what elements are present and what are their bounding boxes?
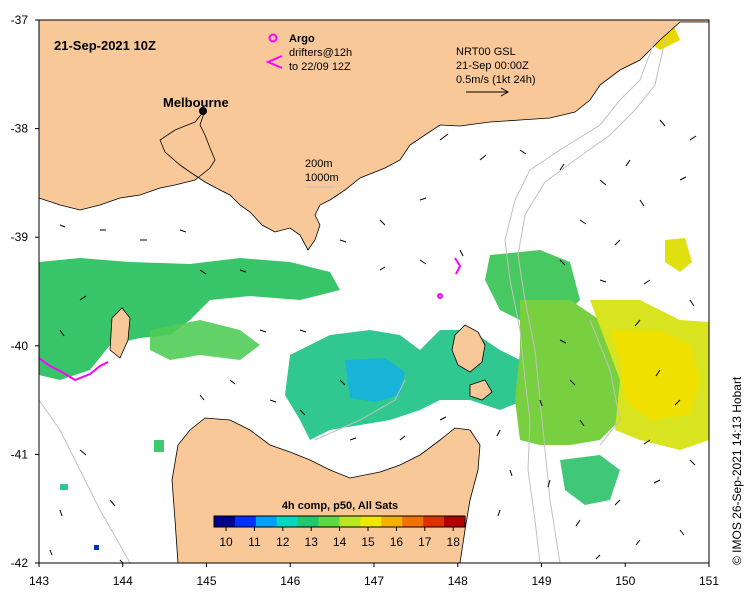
melbourne-marker — [199, 107, 207, 115]
sst-patch-south — [560, 455, 620, 505]
colorbar-swatch — [402, 516, 424, 527]
y-tick-label: -42 — [11, 556, 29, 570]
colorbar-tick-label: 10 — [219, 535, 233, 549]
colorbar-swatch — [423, 516, 445, 527]
colorbar: 4h comp, p50, All Sats 10 11 12 13 14 15 16 17 1… — [213, 500, 466, 549]
drifter-track-central — [454, 257, 462, 275]
colorbar-swatch — [214, 516, 236, 527]
sst-patch-west — [39, 258, 340, 380]
colorbar-tick-label: 12 — [276, 535, 290, 549]
colorbar-tick-label: 13 — [305, 535, 319, 549]
sst-patch-small-1 — [60, 484, 68, 490]
argo-legend-icon — [268, 33, 278, 43]
city-label: Melbourne — [163, 95, 229, 110]
x-tick-label: 144 — [113, 574, 133, 588]
scale-arrow — [466, 87, 510, 97]
drifter-track-west — [39, 357, 109, 382]
colorbar-swatch — [381, 516, 403, 527]
cape-barren-island — [469, 379, 493, 401]
x-tick-label: 148 — [448, 574, 468, 588]
isobath-west — [39, 399, 131, 563]
colorbar-swatch — [234, 516, 257, 527]
colorbar-tick-label: 18 — [447, 535, 461, 549]
x-tick-label: 143 — [29, 574, 49, 588]
isobath-1000m — [517, 39, 666, 563]
argo-float — [437, 293, 443, 299]
colorbar-tick-label: 16 — [390, 535, 404, 549]
colorbar-swatch — [318, 516, 340, 527]
depth-1000-label: 1000m — [305, 172, 339, 184]
colorbar-tick-label: 11 — [248, 535, 261, 549]
isobath-layer — [39, 39, 666, 563]
colorbar-swatch — [255, 516, 278, 527]
sst-patch-blue — [345, 358, 405, 402]
credit-label: © IMOS 26-Sep-2021 14:13 Hobart — [730, 376, 744, 565]
sst-patch-small-3 — [94, 545, 99, 550]
sst-patch-small-2 — [154, 440, 164, 452]
colorbar-tick-label: 17 — [418, 535, 432, 549]
sst-patch-west-scatter — [150, 320, 260, 360]
y-tick-label: -40 — [11, 339, 29, 353]
depth-200-label: 200m — [305, 158, 333, 170]
colorbar-ticks: 10 11 12 13 14 15 16 17 18 — [219, 527, 460, 549]
x-tick-label: 145 — [196, 574, 216, 588]
colorbar-swatch — [339, 516, 361, 527]
nrt-label-line2: 21-Sep 00:00Z — [456, 60, 529, 72]
nrt-label-line1: NRT00 GSL — [456, 46, 516, 58]
y-tick-label: -39 — [11, 230, 29, 244]
mainland-victoria — [39, 20, 709, 251]
x-tick-label: 151 — [699, 574, 719, 588]
y-tick-label: -37 — [11, 13, 29, 27]
y-axis-ticks: -37 -38 -39 -40 -41 -42 — [11, 13, 39, 570]
drifter-legend-icon — [265, 55, 283, 69]
sst-patch-ne-yellow — [665, 238, 692, 272]
flinders-island — [451, 324, 486, 373]
colorbar-swatch — [297, 516, 320, 527]
drifter-legend-line1: drifters@12h — [289, 47, 352, 59]
king-island — [109, 307, 131, 359]
sst-patch-east-green — [515, 300, 630, 445]
nrt-label-line3: 0.5m/s (1kt 24h) — [456, 74, 535, 86]
y-tick-label: -41 — [11, 447, 29, 461]
isobath-shelf — [314, 379, 406, 441]
x-axis-ticks: 143 144 145 146 147 148 149 150 151 — [29, 563, 719, 588]
isobath-200m — [504, 39, 656, 563]
colorbar-swatch — [276, 516, 299, 527]
y-tick-label: -38 — [11, 122, 29, 136]
colorbar-swatch — [360, 516, 382, 527]
date-label: 21-Sep-2021 10Z — [54, 38, 156, 53]
x-tick-label: 147 — [364, 574, 384, 588]
argo-legend-label: Argo — [289, 33, 315, 45]
colorbar-tick-label: 14 — [333, 535, 347, 549]
argo-tracks — [39, 257, 462, 382]
x-tick-label: 149 — [531, 574, 551, 588]
colorbar-swatches — [214, 516, 466, 527]
sst-data-layer — [39, 22, 709, 550]
colorbar-tick-label: 15 — [361, 535, 375, 549]
isobath-tas-east — [589, 319, 621, 446]
drifter-legend-line2: to 22/09 12Z — [289, 61, 351, 73]
x-tick-label: 146 — [280, 574, 300, 588]
x-tick-label: 150 — [615, 574, 635, 588]
sst-patch-east-yellow-core — [610, 330, 700, 420]
colorbar-swatch — [444, 516, 466, 527]
current-vectors — [49, 119, 697, 563]
colorbar-title: 4h comp, p50, All Sats — [282, 500, 398, 512]
